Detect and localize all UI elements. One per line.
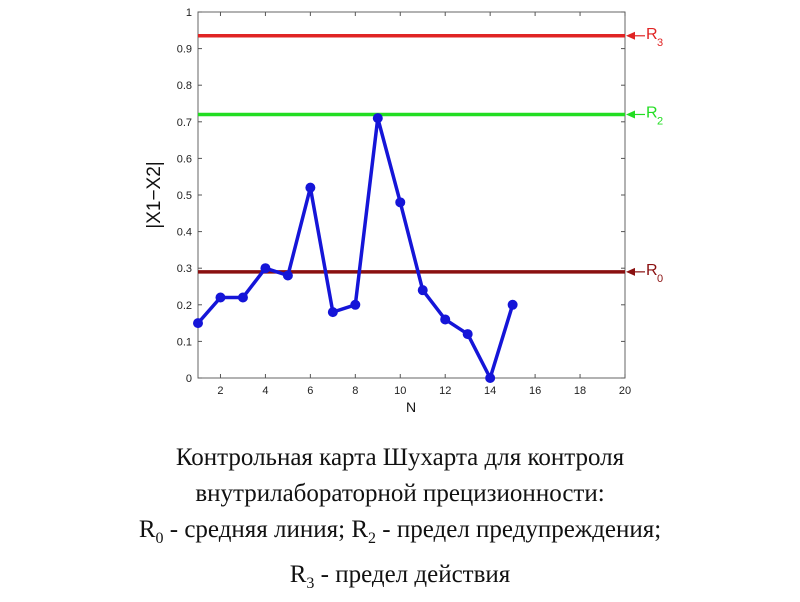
reference-line-labels: R 3R 2R 0 xyxy=(626,26,663,285)
data-point xyxy=(215,292,226,303)
caption-warning-limit-text: - предел предупреждения; xyxy=(376,516,662,543)
y-tick-label: 1 xyxy=(186,7,192,19)
data-point xyxy=(282,270,293,281)
y-axis-ticks: 0 0.1 0.2 0.3 0.4 0.5 0.6 0.7 0.8 0.9 1 xyxy=(177,7,625,385)
x-axis-label: N xyxy=(406,399,416,415)
caption-r0: R xyxy=(138,516,156,543)
shewhart-control-chart: 0 0.1 0.2 0.3 0.4 0.5 0.6 0.7 0.8 0.9 1 2 4 6 8 10 12 14… xyxy=(144,7,663,415)
data-point xyxy=(462,329,473,340)
x-axis-ticks: 2 4 6 8 10 12 14 16 18 20 xyxy=(217,12,631,397)
reference-label-r0: R xyxy=(646,262,658,279)
caption-line-4: R3 - предел действия xyxy=(0,557,800,602)
reference-arrow-r0 xyxy=(626,267,635,276)
plot-area xyxy=(197,11,626,379)
x-tick-label: 20 xyxy=(619,385,631,397)
x-tick-label: 16 xyxy=(529,385,541,397)
data-point xyxy=(372,113,383,124)
x-tick-label: 8 xyxy=(352,385,358,397)
reference-label-r2: R xyxy=(646,104,658,121)
y-tick-label: 0.2 xyxy=(177,300,192,312)
y-tick-label: 0.4 xyxy=(177,227,192,239)
chart-caption: Контрольная карта Шухарта для контроля в… xyxy=(0,440,800,602)
y-tick-label: 0.9 xyxy=(177,44,192,56)
caption-central-line-text: - средняя линия; R xyxy=(163,516,369,543)
data-point xyxy=(260,263,271,274)
caption-r3-sub: 3 xyxy=(306,575,315,592)
data-point xyxy=(305,182,316,193)
reference-label-sub-r0: 0 xyxy=(657,273,663,285)
caption-r3: R xyxy=(289,561,307,588)
data-series xyxy=(193,113,518,383)
x-tick-label: 12 xyxy=(439,385,451,397)
data-point xyxy=(350,299,361,310)
reference-label-r3: R xyxy=(646,26,658,43)
x-tick-label: 10 xyxy=(394,385,406,397)
y-tick-label: 0.7 xyxy=(177,117,192,129)
y-tick-label: 0.6 xyxy=(177,153,192,165)
x-tick-label: 4 xyxy=(262,385,268,397)
x-tick-label: 18 xyxy=(574,385,586,397)
y-tick-label: 0.8 xyxy=(177,80,192,92)
data-point xyxy=(440,314,451,325)
y-tick-label: 0.5 xyxy=(177,190,192,202)
data-point xyxy=(417,285,428,296)
data-point xyxy=(327,307,338,318)
caption-r2-sub: 2 xyxy=(368,530,377,547)
caption-action-limit-text: - предел действия xyxy=(314,561,511,588)
caption-line-2: внутрилабораторной прецизионности: xyxy=(195,480,605,507)
data-point xyxy=(507,299,518,310)
caption-r0-sub: 0 xyxy=(155,530,164,547)
reference-lines xyxy=(198,34,625,274)
data-point xyxy=(485,373,496,383)
data-point xyxy=(237,292,248,303)
data-point xyxy=(395,197,406,208)
y-tick-label: 0.1 xyxy=(177,336,192,348)
reference-label-sub-r3: 3 xyxy=(657,37,663,49)
reference-arrow-r2 xyxy=(626,110,635,119)
y-axis-label: |X1−X2| xyxy=(144,161,165,228)
data-point xyxy=(193,318,203,329)
reference-label-sub-r2: 2 xyxy=(657,115,663,127)
y-tick-label: 0.3 xyxy=(177,263,192,275)
caption-line-3: R0 - средняя линия; R2 - предел предупре… xyxy=(0,512,800,557)
caption-line-1: Контрольная карта Шухарта для контроля xyxy=(175,444,625,471)
y-tick-label: 0 xyxy=(186,373,192,385)
x-tick-label: 2 xyxy=(217,385,223,397)
x-tick-label: 6 xyxy=(307,385,313,397)
reference-arrow-r3 xyxy=(626,31,635,40)
x-tick-label: 14 xyxy=(484,385,496,397)
